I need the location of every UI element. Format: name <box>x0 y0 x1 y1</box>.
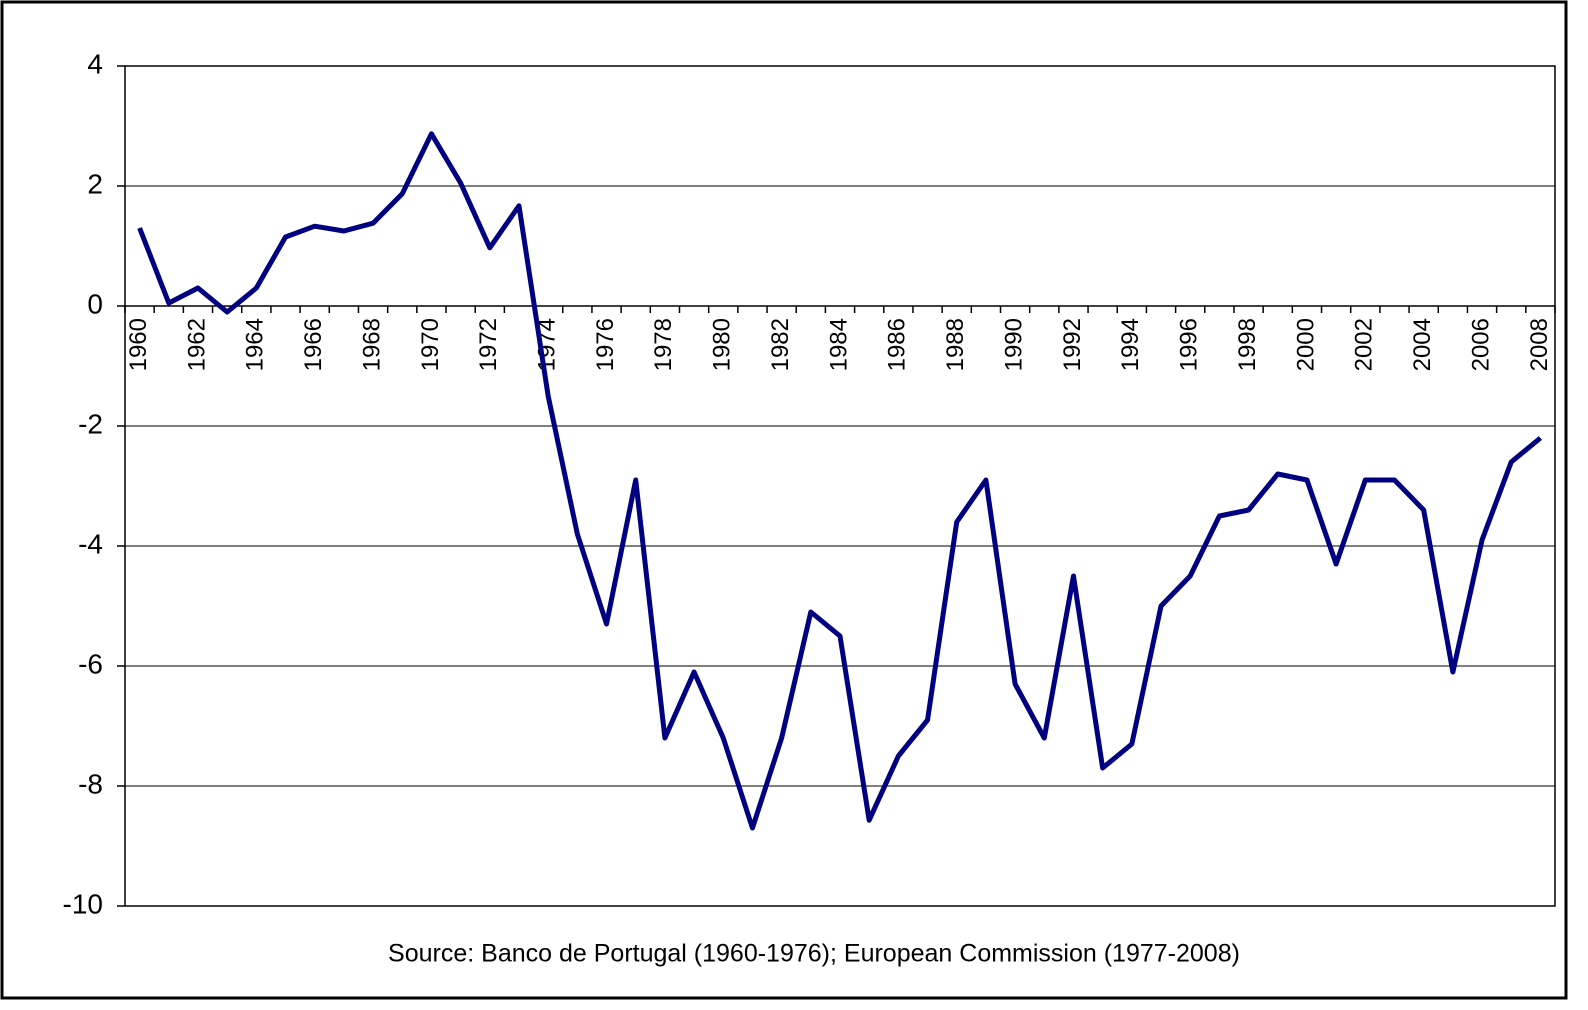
y-tick-label: 4 <box>87 48 103 79</box>
x-tick-label: 1982 <box>767 318 794 371</box>
x-tick-label: 1962 <box>183 318 210 371</box>
y-tick-label: -6 <box>78 648 103 679</box>
x-tick-label: 2000 <box>1292 318 1319 371</box>
y-tick-label: -8 <box>78 768 103 799</box>
x-tick-label: 1968 <box>358 318 385 371</box>
y-tick-label: -4 <box>78 528 103 559</box>
x-tick-label: 1964 <box>242 318 269 371</box>
x-tick-label: 1984 <box>825 318 852 371</box>
frame <box>0 0 1568 1000</box>
plot-border <box>124 65 1556 907</box>
x-tick-label: 1996 <box>1176 318 1203 371</box>
x-tick-label: 1976 <box>592 318 619 371</box>
x-tick-label: 2006 <box>1467 318 1494 371</box>
x-tick-label: 1960 <box>125 318 152 371</box>
y-tick-label: 0 <box>87 288 103 319</box>
x-tick-label: 1992 <box>1059 318 1086 371</box>
y-tick-label: -2 <box>78 408 103 439</box>
x-tick-label: 1972 <box>475 318 502 371</box>
x-tick-label: 1970 <box>417 318 444 371</box>
caption: Source: Banco de Portugal (1960-1976); E… <box>388 940 1240 968</box>
x-tick-label: 1990 <box>1000 318 1027 371</box>
y-tick-label: 2 <box>87 168 103 199</box>
x-tick-label: 2008 <box>1526 318 1553 371</box>
x-tick-label: 2002 <box>1351 318 1378 371</box>
x-tick-label: 1978 <box>650 318 677 371</box>
y-tick-label: -10 <box>63 888 103 919</box>
x-tick-label: 1986 <box>884 318 911 371</box>
series-line <box>137 131 1542 831</box>
x-tick-label: 1998 <box>1234 318 1261 371</box>
x-tick-label: 1994 <box>1117 318 1144 371</box>
x-tick-label: 1988 <box>942 318 969 371</box>
x-tick-label: 1980 <box>709 318 736 371</box>
x-tick-label: 1966 <box>300 318 327 371</box>
x-tick-label: 2004 <box>1409 318 1436 371</box>
